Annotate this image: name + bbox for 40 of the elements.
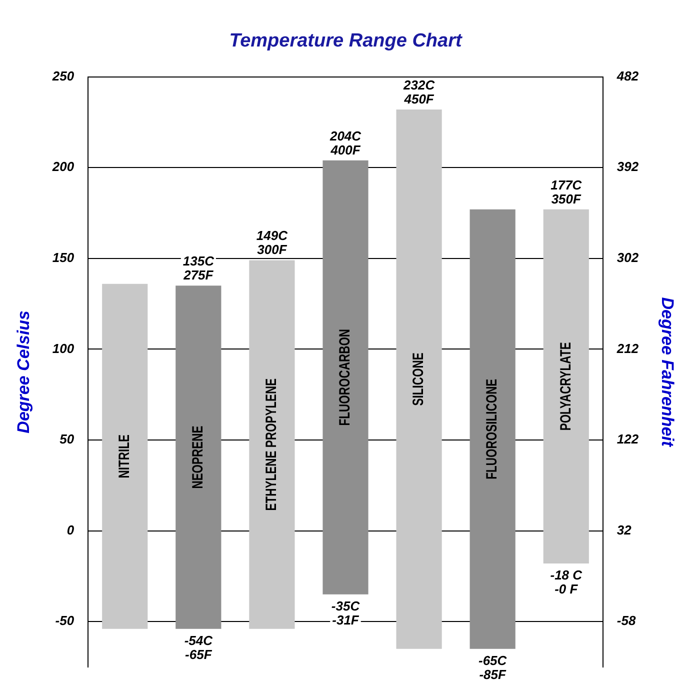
annotation: -65C -85F — [478, 652, 508, 682]
bar — [322, 160, 368, 594]
y-tick-label: 250 — [51, 68, 75, 84]
annotation: 177C 350F — [550, 177, 582, 206]
y2-tick-label: 32 — [616, 522, 632, 538]
x-tick-label: ETHYLENE PROPYLENE — [262, 378, 280, 511]
annotation: 135C 275F — [182, 254, 215, 283]
annotation: -54C -65F — [184, 632, 214, 662]
annotation: 149C 300F — [256, 228, 288, 258]
y-tick-label: 0 — [66, 522, 75, 538]
x-tick-label: FLUOROSILICONE — [483, 378, 500, 480]
y-tick-label: 200 — [51, 159, 75, 174]
y2-tick-label: 122 — [616, 432, 640, 447]
y-axis-title: Degree Celsius — [14, 310, 33, 434]
y2-tick-label: 212 — [616, 340, 640, 356]
x-tick-label: NITRILE — [115, 434, 132, 478]
annotation: -18 C -0 F — [550, 567, 583, 596]
bar — [470, 209, 516, 649]
bar — [396, 109, 442, 649]
x-tick-label: NEOPRENE — [188, 426, 206, 489]
y2-tick-label: 482 — [616, 68, 640, 84]
y-tick-label: -50 — [55, 613, 75, 628]
chart-title: Temperature Range Chart — [229, 30, 462, 52]
bar — [176, 286, 222, 629]
x-tick-label: FLUOROCARBON — [336, 328, 354, 426]
bar — [543, 209, 589, 564]
annotation: -35C -31F — [331, 598, 360, 628]
bar — [102, 284, 148, 629]
y2-tick-label: 302 — [616, 250, 640, 265]
y2-tick-label: 392 — [616, 159, 640, 174]
y-tick-label: 100 — [52, 340, 75, 356]
annotation: 232C 450F — [402, 77, 436, 106]
x-tick-label: POLYACRYLATE — [556, 342, 574, 431]
x-tick-label: SILICONE — [410, 352, 427, 406]
y2-tick-label: -58 — [616, 613, 636, 628]
bar — [249, 260, 295, 629]
annotation: 204C 400F — [328, 128, 362, 158]
y-tick-label: 150 — [52, 250, 75, 265]
y-tick-label: 50 — [60, 432, 75, 447]
y2-axis-title: Degree Fahrenheit — [658, 297, 678, 448]
